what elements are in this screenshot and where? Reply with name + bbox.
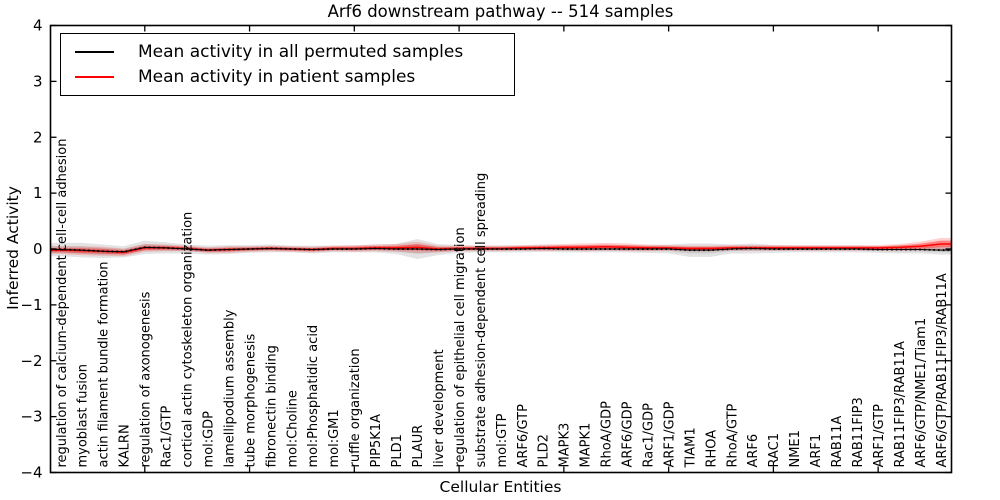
legend-item-patient: Mean activity in patient samples [61, 67, 514, 87]
x-category-label: mol:GTP [495, 413, 510, 467]
legend-label-permuted: Mean activity in all permuted samples [138, 41, 464, 62]
x-category-label: ARF6/GTP/RAB11FIP3/RAB11A [935, 273, 950, 467]
x-category-label: liver development [432, 349, 447, 467]
x-category-label: RAC1 [767, 433, 782, 468]
x-category-label: KALRN [118, 424, 133, 467]
x-category-label: myoblast fusion [76, 364, 91, 468]
x-category-label: PLAUR [411, 425, 426, 468]
y-tick-label: −1 [20, 296, 42, 314]
permuted-mean-line [50, 246, 952, 253]
x-category-label: substrate adhesion-dependent cell spread… [474, 173, 489, 468]
x-category-label: Rac1/GDP [641, 403, 656, 468]
x-axis-label: Cellular Entities [439, 478, 562, 496]
x-category-label: RAB11FIP3 [851, 397, 866, 467]
x-category-label: regulation of axonogenesis [139, 291, 154, 467]
x-category-label: regulation of calcium-dependent cell-cel… [55, 139, 70, 468]
x-category-label: lamellipodium assembly [222, 309, 237, 467]
x-category-label: actin filament bundle formation [97, 262, 112, 468]
x-category-label: fibronectin binding [264, 345, 279, 467]
y-tick-label: 3 [33, 72, 43, 90]
x-category-label: mol:Choline [285, 390, 300, 467]
y-tick-label: 4 [33, 17, 43, 35]
x-category-label: RAB11A [830, 416, 845, 468]
x-category-label: RAB11FIP3/RAB11A [893, 341, 908, 468]
y-tick-label: −3 [20, 408, 42, 426]
x-category-label: NME1 [788, 430, 803, 467]
x-category-label: ARF6/GDP [621, 401, 636, 467]
patient-band-outer [50, 237, 952, 257]
x-category-label: ARF1/GTP [872, 404, 887, 468]
x-category-label: MAPK3 [558, 423, 573, 468]
x-category-label: RhoA/GTP [725, 403, 740, 467]
x-category-label: RhoA/GDP [600, 401, 615, 468]
permuted-line-swatch [75, 50, 114, 53]
x-category-label: TIAM1 [683, 427, 698, 468]
x-category-label: mol:Phosphatidic acid [306, 325, 321, 468]
x-category-label: ruffle organization [348, 348, 363, 467]
x-category-label: tube morphogenesis [243, 334, 258, 468]
y-tick-label: 0 [33, 240, 43, 258]
y-tick-label: −4 [20, 464, 42, 482]
legend: Mean activity in all permuted samples Me… [60, 33, 515, 96]
x-category-label: PLD2 [537, 434, 552, 467]
x-category-label: PIP5K1A [369, 414, 384, 468]
x-category-label: ARF6/GTP [516, 404, 531, 468]
y-tick-label: −2 [20, 352, 42, 370]
x-category-label: RHOA [704, 430, 719, 468]
x-category-label: cortical actin cytoskeleton organization [180, 212, 195, 468]
x-category-label: ARF1/GDP [662, 401, 677, 467]
patient-line-swatch [75, 75, 114, 78]
x-category-label: Rac1/GTP [160, 405, 175, 467]
chart-title: Arf6 downstream pathway -- 514 samples [327, 2, 674, 21]
legend-item-permuted: Mean activity in all permuted samples [61, 42, 514, 62]
x-category-label: ARF1 [809, 434, 824, 468]
y-tick-label: 2 [33, 128, 43, 146]
x-category-label: mol:GM1 [327, 409, 342, 467]
x-category-label: regulation of epithelial cell migration [453, 227, 468, 467]
x-category-label: ARF6 [746, 434, 761, 468]
y-axis-label: Inferred Activity [4, 186, 22, 310]
patient-band-inner [50, 240, 952, 255]
legend-label-patient: Mean activity in patient samples [138, 66, 416, 87]
x-category-label: MAPK1 [579, 423, 594, 468]
x-category-label: PLD1 [390, 434, 405, 467]
y-tick-label: 1 [33, 184, 43, 202]
x-category-label: mol:GDP [201, 411, 216, 468]
x-category-label: ARF6/GTP/NME1/Tiam1 [914, 318, 929, 468]
